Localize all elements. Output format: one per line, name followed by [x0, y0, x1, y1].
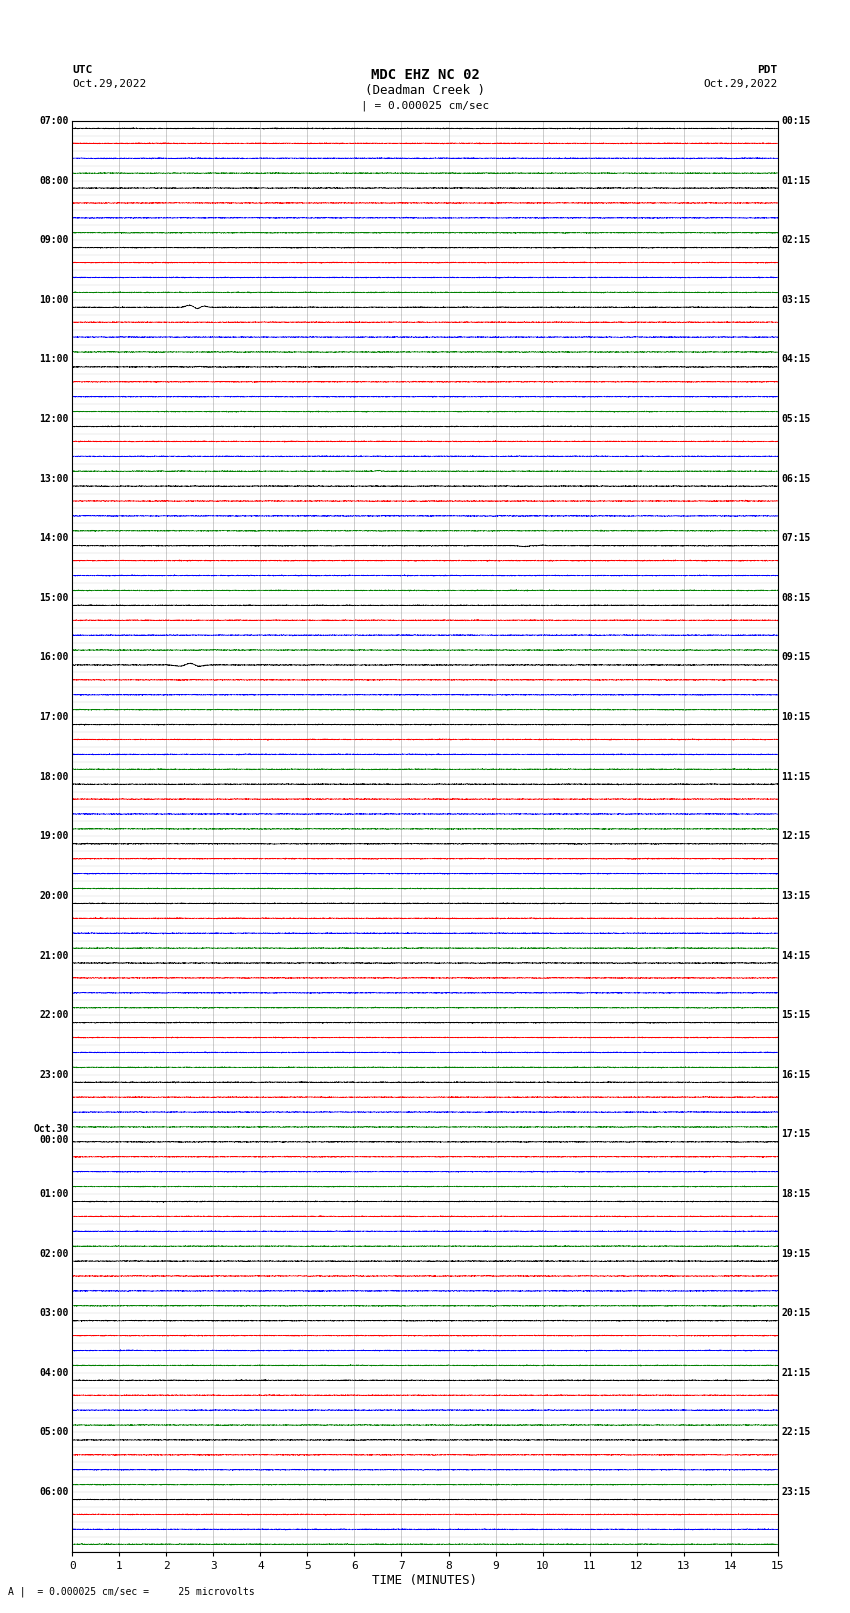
- Text: 17:00: 17:00: [39, 711, 69, 723]
- Text: 00:15: 00:15: [781, 116, 811, 126]
- Text: Oct.29,2022: Oct.29,2022: [704, 79, 778, 89]
- Text: 04:15: 04:15: [781, 355, 811, 365]
- Text: 19:00: 19:00: [39, 831, 69, 842]
- Text: 09:15: 09:15: [781, 653, 811, 663]
- Text: 01:00: 01:00: [39, 1189, 69, 1198]
- Text: MDC EHZ NC 02: MDC EHZ NC 02: [371, 68, 479, 82]
- Text: 23:15: 23:15: [781, 1487, 811, 1497]
- Text: 07:15: 07:15: [781, 534, 811, 544]
- Text: 05:15: 05:15: [781, 415, 811, 424]
- Text: 18:15: 18:15: [781, 1189, 811, 1198]
- Text: 11:15: 11:15: [781, 771, 811, 782]
- Text: 02:15: 02:15: [781, 235, 811, 245]
- Text: 14:00: 14:00: [39, 534, 69, 544]
- Text: A |  = 0.000025 cm/sec =     25 microvolts: A | = 0.000025 cm/sec = 25 microvolts: [8, 1586, 255, 1597]
- X-axis label: TIME (MINUTES): TIME (MINUTES): [372, 1574, 478, 1587]
- Text: 08:00: 08:00: [39, 176, 69, 185]
- Text: 16:00: 16:00: [39, 653, 69, 663]
- Text: 19:15: 19:15: [781, 1248, 811, 1258]
- Text: 06:00: 06:00: [39, 1487, 69, 1497]
- Text: (Deadman Creek ): (Deadman Creek ): [365, 84, 485, 97]
- Text: 01:15: 01:15: [781, 176, 811, 185]
- Text: | = 0.000025 cm/sec: | = 0.000025 cm/sec: [361, 100, 489, 111]
- Text: 16:15: 16:15: [781, 1069, 811, 1079]
- Text: 21:15: 21:15: [781, 1368, 811, 1378]
- Text: 20:00: 20:00: [39, 890, 69, 902]
- Text: 12:15: 12:15: [781, 831, 811, 842]
- Text: 10:00: 10:00: [39, 295, 69, 305]
- Text: 18:00: 18:00: [39, 771, 69, 782]
- Text: Oct.30
00:00: Oct.30 00:00: [33, 1124, 69, 1145]
- Text: 10:15: 10:15: [781, 711, 811, 723]
- Text: 08:15: 08:15: [781, 594, 811, 603]
- Text: 13:00: 13:00: [39, 474, 69, 484]
- Text: 15:15: 15:15: [781, 1010, 811, 1019]
- Text: 13:15: 13:15: [781, 890, 811, 902]
- Text: 22:00: 22:00: [39, 1010, 69, 1019]
- Text: 23:00: 23:00: [39, 1069, 69, 1079]
- Text: 11:00: 11:00: [39, 355, 69, 365]
- Text: 09:00: 09:00: [39, 235, 69, 245]
- Text: 05:00: 05:00: [39, 1428, 69, 1437]
- Text: 20:15: 20:15: [781, 1308, 811, 1318]
- Text: 03:00: 03:00: [39, 1308, 69, 1318]
- Text: 04:00: 04:00: [39, 1368, 69, 1378]
- Text: 12:00: 12:00: [39, 415, 69, 424]
- Text: 17:15: 17:15: [781, 1129, 811, 1139]
- Text: 22:15: 22:15: [781, 1428, 811, 1437]
- Text: 07:00: 07:00: [39, 116, 69, 126]
- Text: Oct.29,2022: Oct.29,2022: [72, 79, 146, 89]
- Text: PDT: PDT: [757, 65, 778, 74]
- Text: 14:15: 14:15: [781, 950, 811, 961]
- Text: 06:15: 06:15: [781, 474, 811, 484]
- Text: 02:00: 02:00: [39, 1248, 69, 1258]
- Text: UTC: UTC: [72, 65, 93, 74]
- Text: 21:00: 21:00: [39, 950, 69, 961]
- Text: 03:15: 03:15: [781, 295, 811, 305]
- Text: 15:00: 15:00: [39, 594, 69, 603]
